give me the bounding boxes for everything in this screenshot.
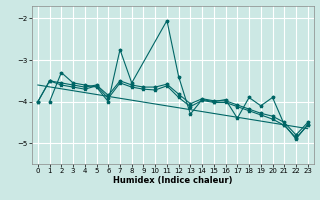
- X-axis label: Humidex (Indice chaleur): Humidex (Indice chaleur): [113, 176, 233, 185]
